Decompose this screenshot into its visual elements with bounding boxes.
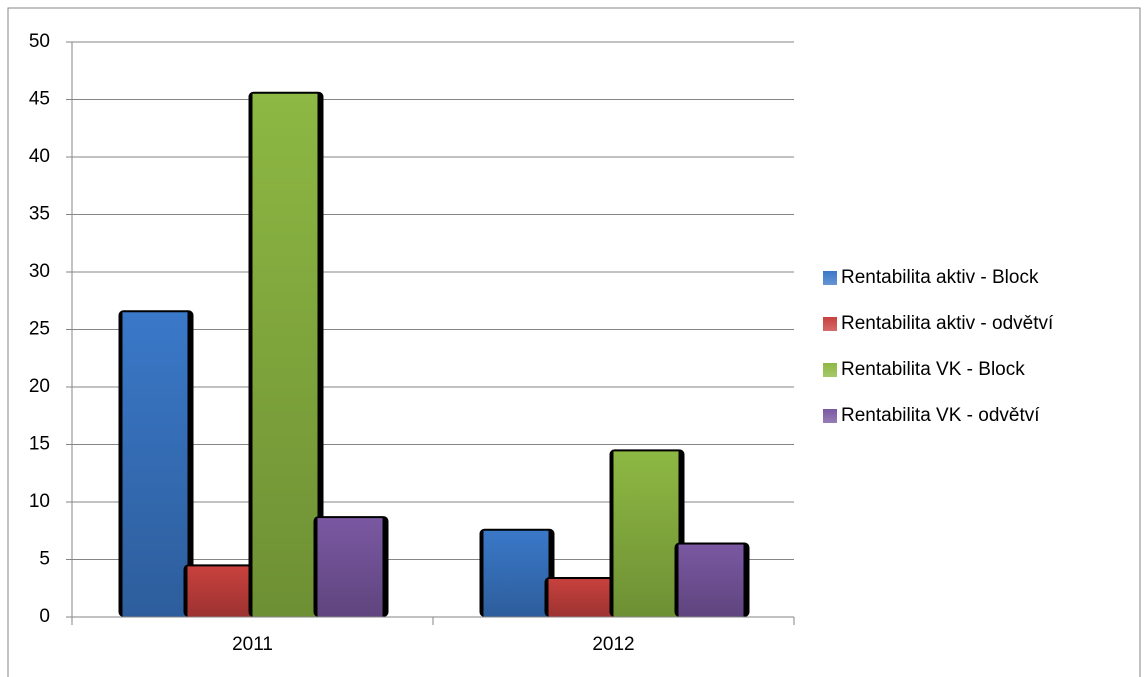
y-tick-label: 25 (29, 319, 50, 340)
legend-swatch (823, 271, 837, 285)
y-tick-label: 5 (39, 549, 50, 570)
y-tick-label: 15 (29, 434, 50, 455)
bar (317, 518, 383, 617)
bar (678, 544, 744, 617)
x-tick-label: 2011 (232, 634, 273, 655)
legend-label: Rentabilita aktiv - odvětví (841, 313, 1054, 334)
bar (252, 93, 318, 617)
y-tick-label: 45 (29, 89, 50, 110)
y-tick-label: 30 (29, 261, 50, 282)
y-tick-label: 20 (29, 376, 50, 397)
bar (483, 530, 549, 617)
legend-label: Rentabilita VK - Block (841, 359, 1025, 380)
legend-swatch (823, 409, 837, 423)
x-tick-label: 2012 (592, 634, 634, 655)
legend-label: Rentabilita aktiv - Block (841, 267, 1039, 288)
y-tick-label: 50 (29, 31, 50, 52)
bar (613, 451, 679, 617)
bar (548, 579, 614, 617)
chart-frame (7, 7, 1141, 677)
bar (187, 566, 253, 617)
y-tick-label: 0 (39, 606, 50, 627)
y-tick-label: 35 (29, 204, 50, 225)
y-tick-label: 40 (29, 146, 50, 167)
legend-swatch (823, 317, 837, 331)
y-tick-label: 10 (29, 491, 50, 512)
legend-label: Rentabilita VK - odvětví (841, 405, 1040, 426)
legend-swatch (823, 363, 837, 377)
bar (122, 312, 188, 617)
